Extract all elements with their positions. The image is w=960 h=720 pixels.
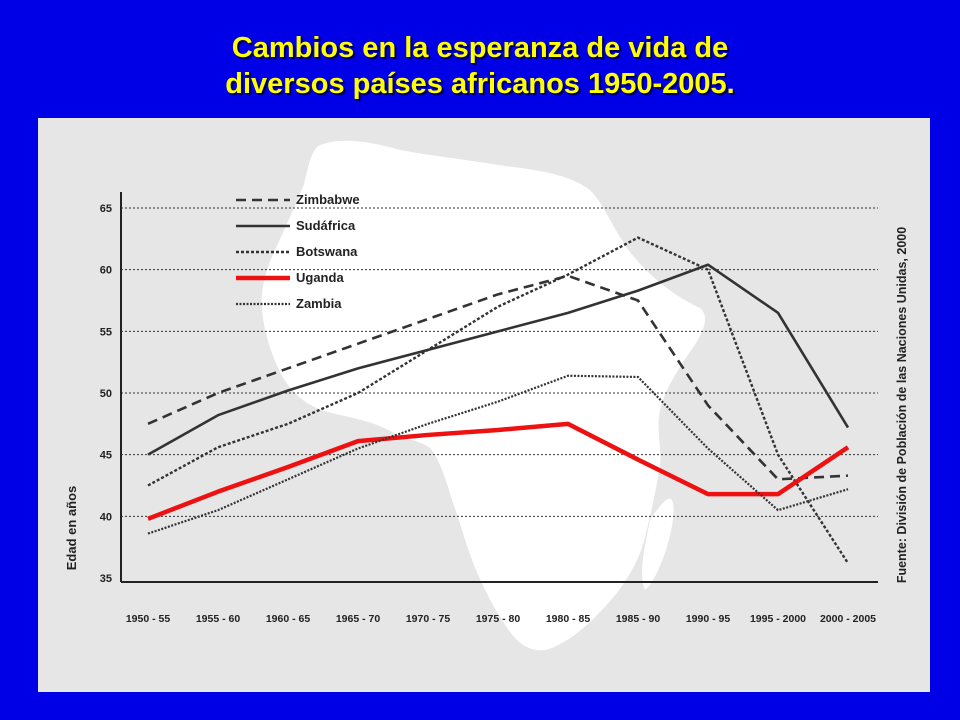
legend-label-botswana: Botswana [296,244,358,259]
y-tick-label: 35 [100,573,112,585]
x-tick-label: 1950 - 55 [126,613,171,625]
axes [120,192,878,583]
slide-title-line-1: Cambios en la esperanza de vida de [231,32,729,64]
x-tick-label: 1995 - 2000 [750,613,806,625]
x-tick-labels: 1950 - 55 1955 - 60 1960 - 65 1965 - 70 1970… [126,613,876,625]
x-tick-label: 1965 - 70 [336,613,381,625]
legend-label-zambia: Zambia [296,296,342,311]
x-tick-label: 1980 - 85 [546,613,591,625]
y-tick-label: 45 [100,450,112,462]
y-tick-label: 65 [100,203,112,215]
series-line-uganda [147,421,850,521]
x-tick-label: 1975 - 80 [476,613,521,625]
y-tick-label: 60 [100,265,112,277]
slide-title: Cambios en la esperanza de vida de diver… [0,30,960,102]
source-note: Fuente: División de Población de las Nac… [895,227,909,583]
legend-label-uganda: Uganda [296,270,344,285]
x-tick-label: 1985 - 90 [616,613,661,625]
legend: Zimbabwe Sudáfrica Botswana Uganda Zambia [236,192,360,311]
slide-title-line-2: diversos países africanos 1950-2005. [225,68,735,100]
legend-label-sudafrica: Sudáfrica [296,218,356,233]
y-axis-label: Edad en años [64,486,79,571]
x-tick-label: 1990 - 95 [686,613,731,625]
series-lines [147,236,850,564]
x-tick-label: 1960 - 65 [266,613,311,625]
y-tick-label: 55 [100,326,112,338]
series-line-sudafrica [147,263,850,456]
y-tick-labels: 35 40 45 50 55 60 65 [100,203,112,585]
x-tick-label: 2000 - 2005 [820,613,876,625]
legend-label-zimbabwe: Zimbabwe [296,192,360,207]
series-line-zimbabwe [147,274,849,481]
x-tick-label: 1970 - 75 [406,613,451,625]
madagascar-map-silhouette [642,498,674,590]
africa-map-silhouette [261,140,706,651]
x-tick-label: 1955 - 60 [196,613,241,625]
y-tick-label: 40 [100,511,112,523]
y-tick-label: 50 [100,388,112,400]
